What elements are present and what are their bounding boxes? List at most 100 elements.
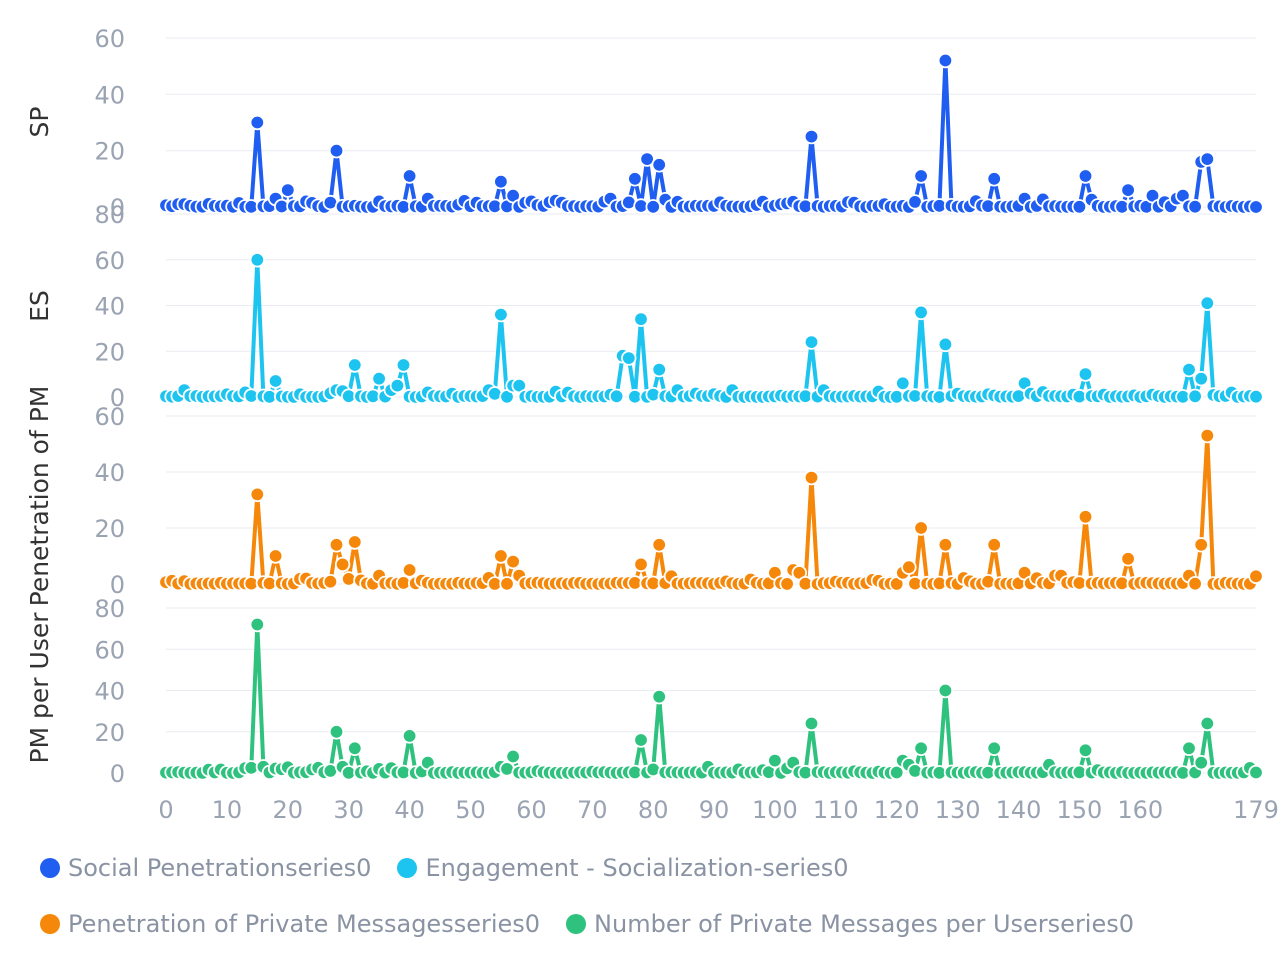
x-tick-label: 90 — [699, 796, 730, 824]
y-tick-label: 20 — [94, 338, 125, 366]
x-tick-label: 100 — [752, 796, 798, 824]
data-point — [322, 574, 339, 590]
y-axis-label: Penetration of PM — [25, 386, 54, 607]
data-point — [493, 548, 509, 564]
data-point — [395, 357, 412, 373]
y-tick-label: 80 — [94, 595, 125, 623]
legend-marker-engagement-socialization — [397, 858, 418, 878]
data-point — [1181, 361, 1197, 378]
y-tick-label: 20 — [94, 515, 125, 543]
y-tick-label: 60 — [94, 25, 125, 53]
data-point — [767, 752, 783, 769]
data-point — [608, 388, 625, 405]
data-point — [779, 576, 795, 592]
data-point — [347, 357, 363, 373]
data-point — [1181, 740, 1197, 757]
legend-marker-penetration-pm — [40, 914, 60, 934]
data-point — [389, 377, 406, 394]
data-point — [621, 350, 637, 366]
data-point — [401, 562, 418, 578]
data-point — [627, 171, 643, 187]
axes-layer: 0 20 40 60 SP 0 20 40 60 80 ES 0 20 40 60 Penetration o… — [25, 25, 1279, 824]
data-point — [1187, 198, 1203, 215]
data-point — [401, 168, 418, 184]
data-point — [401, 728, 418, 744]
data-point — [499, 576, 515, 592]
legend-label-social-penetration: Social Penetrationseries0 — [68, 854, 372, 882]
data-point — [986, 171, 1002, 187]
data-point — [1071, 199, 1088, 215]
data-point — [334, 556, 351, 573]
data-point — [901, 559, 917, 575]
data-point — [328, 724, 345, 740]
y-tick-label: 40 — [94, 81, 125, 109]
x-tick-label: 179 — [1233, 796, 1279, 824]
legend-item-pm-per-user[interactable]: Number of Private Messages per Userserie… — [566, 910, 1134, 938]
y-axis-label: SP — [25, 107, 54, 138]
legend-row-2: Penetration of Private Messagesseries0 N… — [40, 896, 1270, 952]
y-tick-label: 40 — [94, 293, 125, 321]
legend-marker-pm-per-user — [566, 914, 587, 934]
data-point — [651, 689, 667, 705]
x-tick-label: 60 — [516, 796, 547, 824]
data-point — [651, 537, 667, 553]
y-tick-label: 60 — [94, 247, 125, 275]
data-point — [639, 151, 655, 167]
data-point — [651, 361, 667, 378]
data-point — [895, 375, 911, 392]
y-tick-label: 40 — [94, 678, 125, 706]
data-point — [986, 740, 1002, 757]
y-tick-label: 80 — [94, 201, 125, 229]
data-point — [889, 764, 905, 781]
data-point — [1010, 388, 1027, 404]
legend-label-pm-per-user: Number of Private Messages per Userserie… — [594, 910, 1135, 938]
legend-row-1: Social Penetrationseries0 Engagement - S… — [40, 840, 1270, 896]
y-tick-label: 60 — [94, 403, 125, 431]
data-point — [803, 128, 820, 145]
y-tick-label: 0 — [110, 194, 125, 222]
y-axis-label: ES — [25, 290, 54, 322]
data-point — [328, 142, 345, 159]
legend-item-social-penetration[interactable]: Social Penetrationseries0 — [40, 854, 371, 882]
data-point — [1120, 551, 1136, 567]
x-tick-label: 160 — [1117, 796, 1163, 824]
data-point — [803, 334, 820, 350]
data-point — [1248, 389, 1264, 405]
x-tick-label: 140 — [996, 796, 1042, 824]
x-tick-label: 130 — [935, 796, 981, 824]
y-tick-label: 20 — [94, 719, 125, 747]
series-line — [165, 58, 1257, 209]
multi-panel-line-chart: 0 20 40 60 SP 0 20 40 60 80 ES 0 20 40 60 Penetration o… — [25, 25, 1279, 824]
y-tick-label: 60 — [94, 636, 125, 664]
data-point — [1193, 371, 1209, 387]
data-point — [1193, 755, 1209, 771]
data-point — [1077, 168, 1094, 184]
data-point — [937, 682, 954, 699]
data-point — [1077, 742, 1094, 759]
data-point — [913, 304, 929, 321]
data-point — [249, 252, 265, 268]
data-point — [1187, 576, 1203, 592]
data-point — [328, 537, 345, 553]
x-tick-label: 30 — [333, 796, 364, 824]
data-point — [1248, 764, 1264, 781]
legend-marker-social-penetration — [40, 858, 60, 878]
data-point — [1077, 509, 1094, 525]
data-point — [1199, 151, 1216, 167]
data-point — [803, 469, 820, 486]
x-tick-label: 70 — [577, 796, 608, 824]
data-point — [249, 114, 265, 131]
data-point — [347, 740, 363, 757]
legend-item-penetration-pm[interactable]: Penetration of Private Messagesseries0 — [40, 910, 540, 938]
y-tick-label: 20 — [94, 138, 125, 166]
y-tick-label: 0 — [110, 384, 125, 412]
data-point — [633, 732, 649, 748]
x-tick-label: 120 — [874, 796, 920, 824]
legend: Social Penetrationseries0 Engagement - S… — [40, 840, 1270, 952]
y-tick-label: 0 — [110, 571, 125, 599]
series-line — [165, 433, 1258, 586]
data-point — [1199, 295, 1216, 311]
data-point — [267, 373, 284, 389]
data-point — [937, 537, 954, 553]
legend-item-engagement-socialization[interactable]: Engagement - Socialization-series0 — [397, 854, 849, 882]
